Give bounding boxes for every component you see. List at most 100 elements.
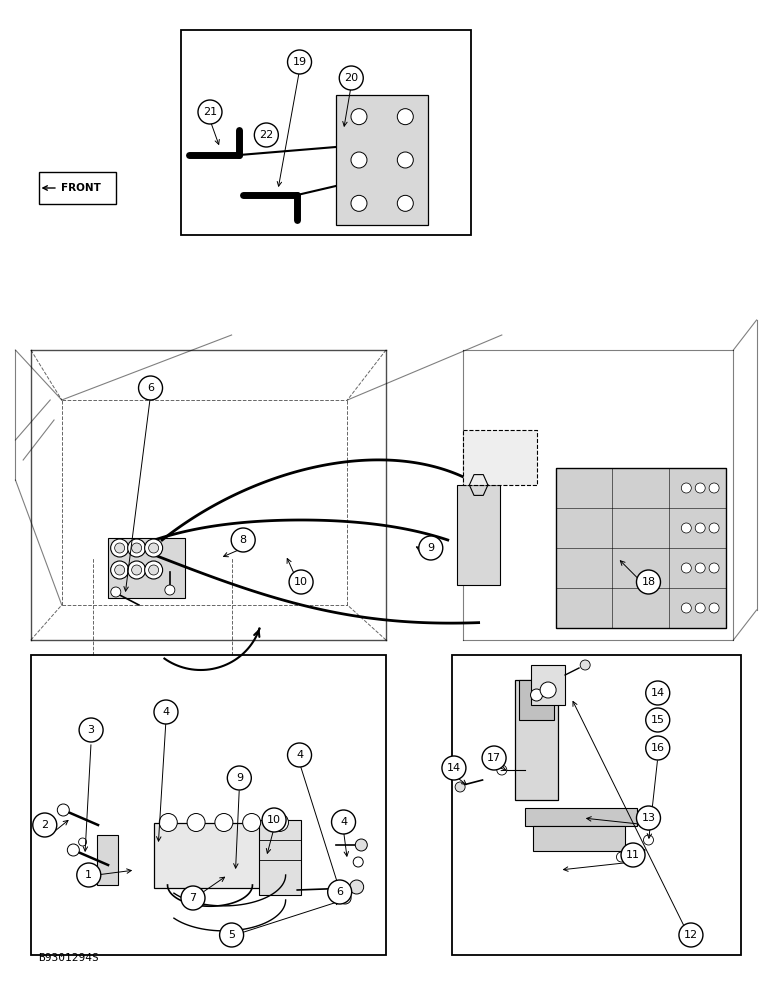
Text: 9: 9 <box>427 543 435 553</box>
Circle shape <box>418 536 443 560</box>
Circle shape <box>644 807 653 817</box>
Bar <box>259 820 301 895</box>
Circle shape <box>679 923 703 947</box>
Text: 12: 12 <box>684 930 698 940</box>
Circle shape <box>115 565 124 575</box>
Circle shape <box>339 66 364 90</box>
Circle shape <box>351 195 367 211</box>
Circle shape <box>154 700 178 724</box>
Circle shape <box>636 570 661 594</box>
Text: 19: 19 <box>293 57 306 67</box>
Circle shape <box>111 587 120 597</box>
Circle shape <box>165 585 174 595</box>
Text: 4: 4 <box>340 817 347 827</box>
Text: 14: 14 <box>447 763 461 773</box>
Circle shape <box>144 561 163 579</box>
Circle shape <box>76 863 101 887</box>
Circle shape <box>132 565 141 575</box>
Text: 15: 15 <box>651 715 665 725</box>
Circle shape <box>442 756 466 780</box>
Circle shape <box>696 563 705 573</box>
Circle shape <box>398 109 413 125</box>
Text: 6: 6 <box>336 887 344 897</box>
Circle shape <box>215 814 233 832</box>
Circle shape <box>127 561 146 579</box>
Text: 3: 3 <box>87 725 95 735</box>
Circle shape <box>57 804 69 816</box>
Circle shape <box>354 857 363 867</box>
Circle shape <box>79 838 86 846</box>
Circle shape <box>110 561 129 579</box>
Circle shape <box>254 123 279 147</box>
Circle shape <box>144 539 163 557</box>
Text: 1: 1 <box>85 870 93 880</box>
Circle shape <box>289 570 313 594</box>
Bar <box>533 826 625 851</box>
Circle shape <box>645 681 670 705</box>
Circle shape <box>127 539 146 557</box>
Circle shape <box>187 814 205 832</box>
Circle shape <box>339 892 351 904</box>
Circle shape <box>242 814 261 832</box>
Circle shape <box>709 483 719 493</box>
Text: 16: 16 <box>651 743 665 753</box>
Circle shape <box>709 603 719 613</box>
Text: 8: 8 <box>239 535 247 545</box>
Bar <box>452 655 741 955</box>
Circle shape <box>132 543 141 553</box>
Circle shape <box>530 689 543 701</box>
Circle shape <box>398 152 413 168</box>
Text: 13: 13 <box>642 813 655 823</box>
Bar <box>96 835 118 885</box>
Circle shape <box>709 563 719 573</box>
Text: 5: 5 <box>228 930 235 940</box>
Text: 10: 10 <box>294 577 308 587</box>
Circle shape <box>351 109 367 125</box>
Circle shape <box>110 539 129 557</box>
Text: 18: 18 <box>642 577 655 587</box>
Circle shape <box>219 923 244 947</box>
Circle shape <box>644 835 653 845</box>
Bar <box>525 808 637 826</box>
Bar <box>154 822 293 888</box>
Text: 9: 9 <box>235 773 243 783</box>
Text: 7: 7 <box>189 893 197 903</box>
Circle shape <box>138 376 163 400</box>
Text: 4: 4 <box>296 750 303 760</box>
Circle shape <box>287 50 312 74</box>
Circle shape <box>149 543 158 553</box>
Circle shape <box>497 765 506 775</box>
Circle shape <box>327 880 352 904</box>
Text: 11: 11 <box>626 850 640 860</box>
Circle shape <box>350 880 364 894</box>
Circle shape <box>227 766 252 790</box>
Circle shape <box>696 603 705 613</box>
Circle shape <box>696 483 705 493</box>
Text: 10: 10 <box>267 815 281 825</box>
Text: 6: 6 <box>147 383 154 393</box>
Circle shape <box>645 736 670 760</box>
Circle shape <box>149 565 158 575</box>
Circle shape <box>270 814 289 832</box>
Circle shape <box>709 523 719 533</box>
Circle shape <box>398 195 413 211</box>
Circle shape <box>621 843 645 867</box>
Bar <box>519 680 554 720</box>
Bar <box>556 468 726 628</box>
Text: 4: 4 <box>162 707 170 717</box>
Circle shape <box>351 152 367 168</box>
Circle shape <box>682 483 691 493</box>
Circle shape <box>181 886 205 910</box>
Circle shape <box>115 543 124 553</box>
Bar <box>463 430 537 485</box>
Circle shape <box>455 782 465 792</box>
Circle shape <box>287 743 312 767</box>
Text: 2: 2 <box>41 820 49 830</box>
Circle shape <box>331 810 356 834</box>
Circle shape <box>682 523 691 533</box>
Circle shape <box>67 844 80 856</box>
Bar <box>336 95 428 225</box>
Circle shape <box>262 808 286 832</box>
Circle shape <box>581 660 590 670</box>
Circle shape <box>159 814 178 832</box>
